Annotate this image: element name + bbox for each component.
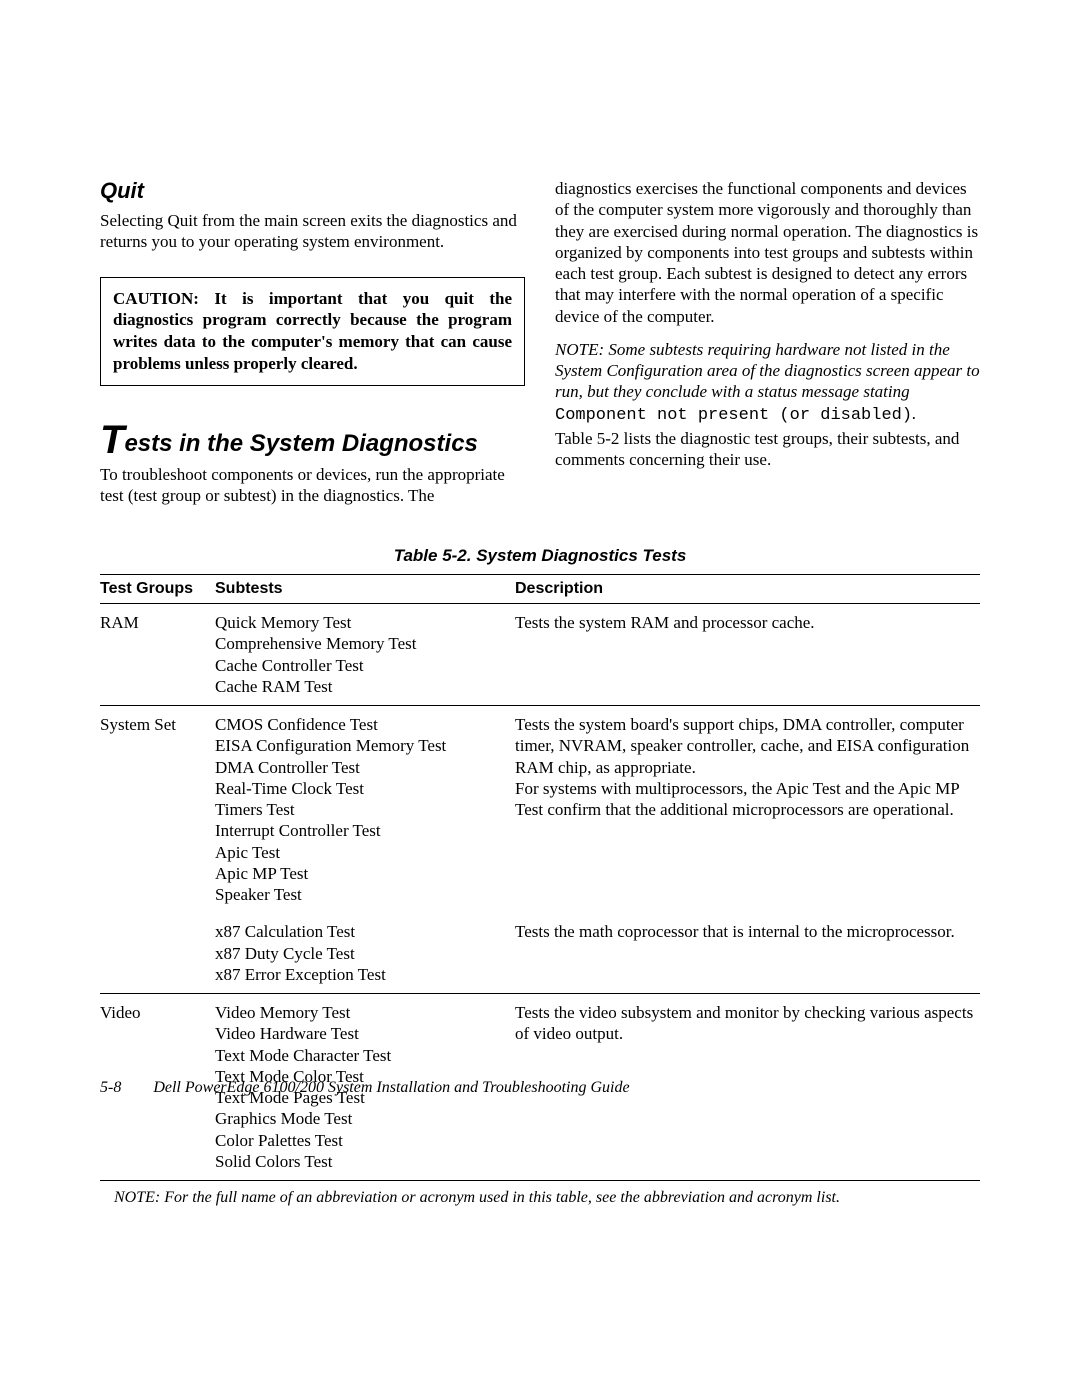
cell-group-empty xyxy=(100,909,215,993)
quit-heading: Quit xyxy=(100,178,525,204)
note-mono: Component not present (or disabled) xyxy=(555,406,912,425)
footer-title: Dell PowerEdge 6100/200 System Installat… xyxy=(153,1079,629,1096)
cell-desc: Tests the math coprocessor that is inter… xyxy=(515,909,980,993)
right-column: diagnostics exercises the functional com… xyxy=(555,178,980,506)
table-row: x87 Calculation Testx87 Duty Cycle Testx… xyxy=(100,909,980,993)
cell-group: System Set xyxy=(100,706,215,910)
quit-body-text: Selecting Quit from the main screen exit… xyxy=(100,210,525,253)
caution-text: CAUTION: It is important that you quit t… xyxy=(113,289,512,373)
cell-desc: Tests the system RAM and processor cache… xyxy=(515,604,980,706)
left-column: Quit Selecting Quit from the main screen… xyxy=(100,178,525,506)
document-page: Quit Selecting Quit from the main screen… xyxy=(0,0,1080,1207)
th-subtests: Subtests xyxy=(215,575,515,604)
section-body-text: To troubleshoot components or devices, r… xyxy=(100,464,525,507)
cell-subtests: Quick Memory TestComprehensive Memory Te… xyxy=(215,604,515,706)
table-note: NOTE: For the full name of an abbreviati… xyxy=(100,1189,980,1207)
section-dropcap: T xyxy=(100,418,124,462)
table-row: RAM Quick Memory TestComprehensive Memor… xyxy=(100,604,980,706)
note-block: NOTE: Some subtests requiring hardware n… xyxy=(555,339,980,426)
page-footer: 5-8 Dell PowerEdge 6100/200 System Insta… xyxy=(100,1079,630,1097)
section-heading: Tests in the System Diagnostics xyxy=(100,430,525,458)
table-header-row: Test Groups Subtests Description xyxy=(100,575,980,604)
th-desc: Description xyxy=(515,575,980,604)
table-caption: Table 5-2. System Diagnostics Tests xyxy=(100,546,980,566)
right-para1: diagnostics exercises the functional com… xyxy=(555,178,980,327)
two-column-layout: Quit Selecting Quit from the main screen… xyxy=(100,178,980,506)
note-prefix: NOTE: Some subtests requiring hardware n… xyxy=(555,340,980,402)
th-group: Test Groups xyxy=(100,575,215,604)
note-suffix: . xyxy=(912,404,916,423)
cell-desc: Tests the system board's support chips, … xyxy=(515,706,980,910)
section-heading-rest: ests in the System Diagnostics xyxy=(124,430,477,457)
right-para2: Table 5-2 lists the diagnostic test grou… xyxy=(555,428,980,471)
caution-box: CAUTION: It is important that you quit t… xyxy=(100,277,525,386)
cell-group: RAM xyxy=(100,604,215,706)
cell-subtests: x87 Calculation Testx87 Duty Cycle Testx… xyxy=(215,909,515,993)
page-number: 5-8 xyxy=(100,1079,121,1096)
cell-subtests: CMOS Confidence TestEISA Configuration M… xyxy=(215,706,515,910)
table-row: System Set CMOS Confidence TestEISA Conf… xyxy=(100,706,980,910)
